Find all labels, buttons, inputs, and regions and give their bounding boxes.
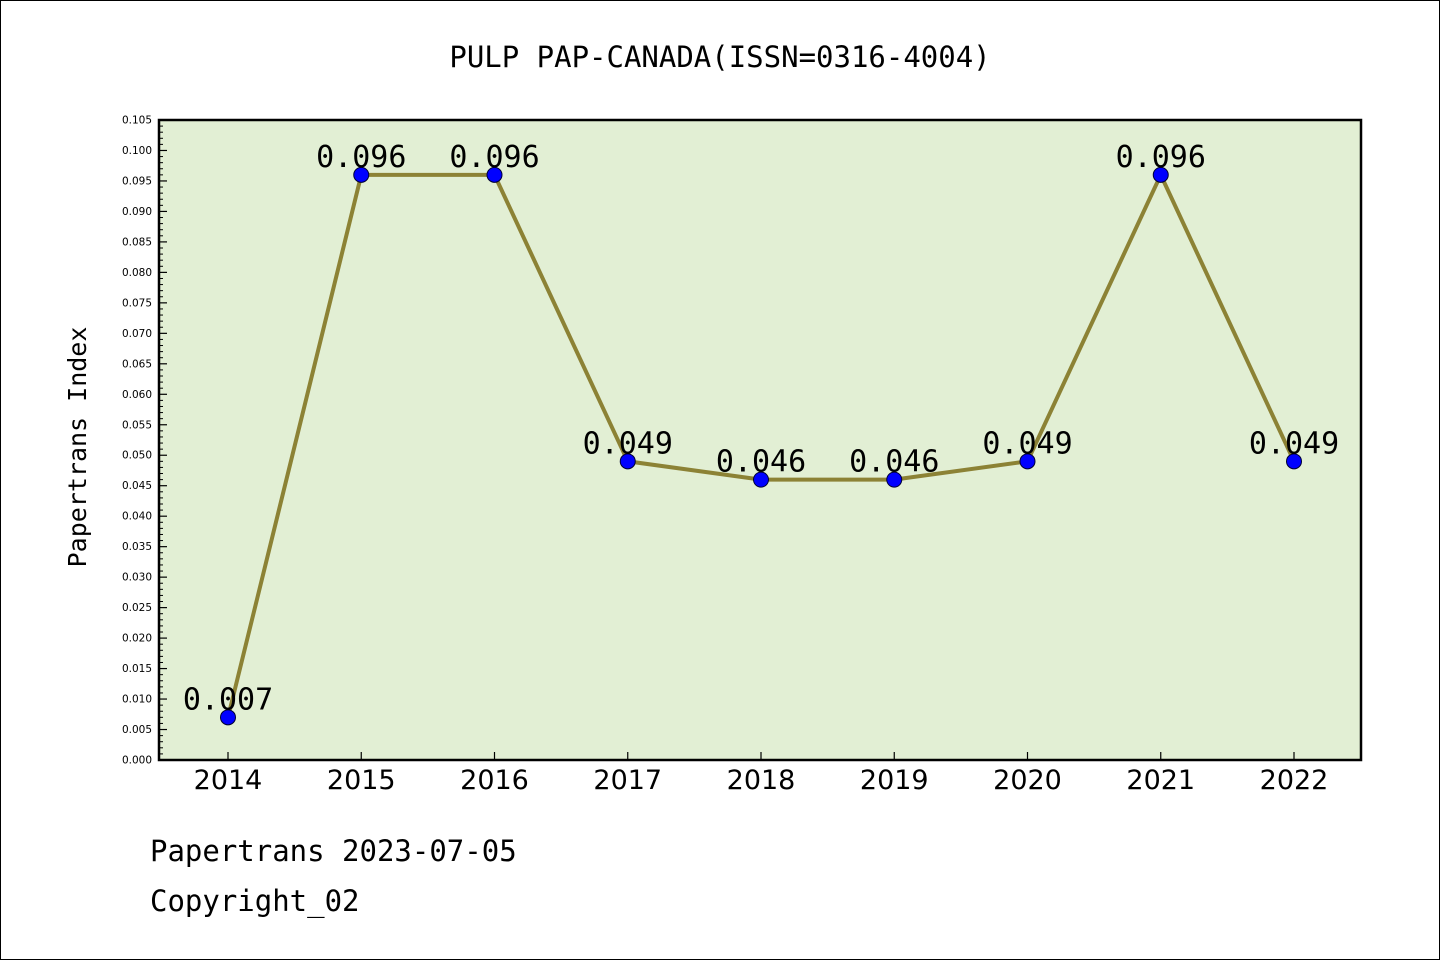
y-tick-label: 0.050 xyxy=(122,450,152,462)
data-label: 0.046 xyxy=(849,445,939,480)
data-label: 0.049 xyxy=(583,426,673,461)
data-label: 0.049 xyxy=(1249,426,1339,461)
data-label: 0.096 xyxy=(449,140,539,175)
data-points xyxy=(220,166,1302,726)
y-tick-label: 0.040 xyxy=(122,511,152,523)
x-tick-label: 2015 xyxy=(327,765,396,796)
y-tick-label: 0.030 xyxy=(122,572,152,584)
data-point xyxy=(353,166,370,183)
y-axis: 0.000 0.005 0.010 0.015 0.020 0.025 0.030 0.035… xyxy=(122,115,167,767)
x-tick-label: 2021 xyxy=(1126,765,1195,796)
data-label: 0.096 xyxy=(1116,140,1206,175)
y-tick-label: 0.025 xyxy=(122,602,152,614)
y-tick-label: 0.000 xyxy=(122,755,152,767)
data-label: 0.096 xyxy=(316,140,406,175)
y-tick-label: 0.085 xyxy=(122,236,152,248)
x-tick-label: 2014 xyxy=(194,765,263,796)
y-tick-label: 0.105 xyxy=(122,115,152,127)
data-point xyxy=(886,471,903,488)
x-tick-label: 2017 xyxy=(593,765,662,796)
y-tick-label: 0.090 xyxy=(122,206,152,218)
footer-copyright: Copyright_02 xyxy=(150,884,360,918)
y-tick-label: 0.010 xyxy=(122,694,152,706)
chart-title: PULP PAP-CANADA(ISSN=0316-4004) xyxy=(449,40,990,74)
y-tick-label: 0.100 xyxy=(122,145,152,157)
x-tick-label: 2022 xyxy=(1260,765,1329,796)
y-tick-label: 0.045 xyxy=(122,480,152,492)
data-labels: 0.007 0.096 0.096 0.049 0.046 0.046 0.049 0.096… xyxy=(183,140,1339,717)
data-point xyxy=(1019,453,1036,470)
data-label: 0.007 xyxy=(183,682,273,717)
y-tick-label: 0.075 xyxy=(122,297,152,309)
y-tick-label: 0.020 xyxy=(122,633,152,645)
y-tick-label: 0.005 xyxy=(122,724,152,736)
data-point xyxy=(486,166,503,183)
y-tick-label: 0.065 xyxy=(122,358,152,370)
y-tick-label: 0.080 xyxy=(122,267,152,279)
data-point xyxy=(619,453,636,470)
y-tick-label: 0.060 xyxy=(122,389,152,401)
footer-date: Papertrans 2023-07-05 xyxy=(150,834,517,868)
x-tick-label: 2020 xyxy=(993,765,1062,796)
y-tick-label: 0.095 xyxy=(122,175,152,187)
data-label: 0.046 xyxy=(716,445,806,480)
x-tick-label: 2016 xyxy=(460,765,529,796)
plot-area xyxy=(157,118,1363,762)
data-point xyxy=(753,471,769,488)
data-label: 0.049 xyxy=(982,426,1072,461)
y-tick-label: 0.055 xyxy=(122,419,152,431)
y-tick-label: 0.070 xyxy=(122,328,152,340)
data-point xyxy=(1286,453,1302,470)
data-point xyxy=(220,709,236,726)
x-tick-label: 2018 xyxy=(727,765,796,796)
x-axis: 2014 2015 2016 2017 2018 2019 2020 2021 2022 xyxy=(194,752,1329,796)
x-tick-label: 2019 xyxy=(860,765,929,796)
y-tick-label: 0.035 xyxy=(122,541,152,553)
y-tick-label: 0.015 xyxy=(122,663,152,675)
y-axis-label: Papertrans Index xyxy=(63,327,92,568)
data-point xyxy=(1152,166,1169,183)
